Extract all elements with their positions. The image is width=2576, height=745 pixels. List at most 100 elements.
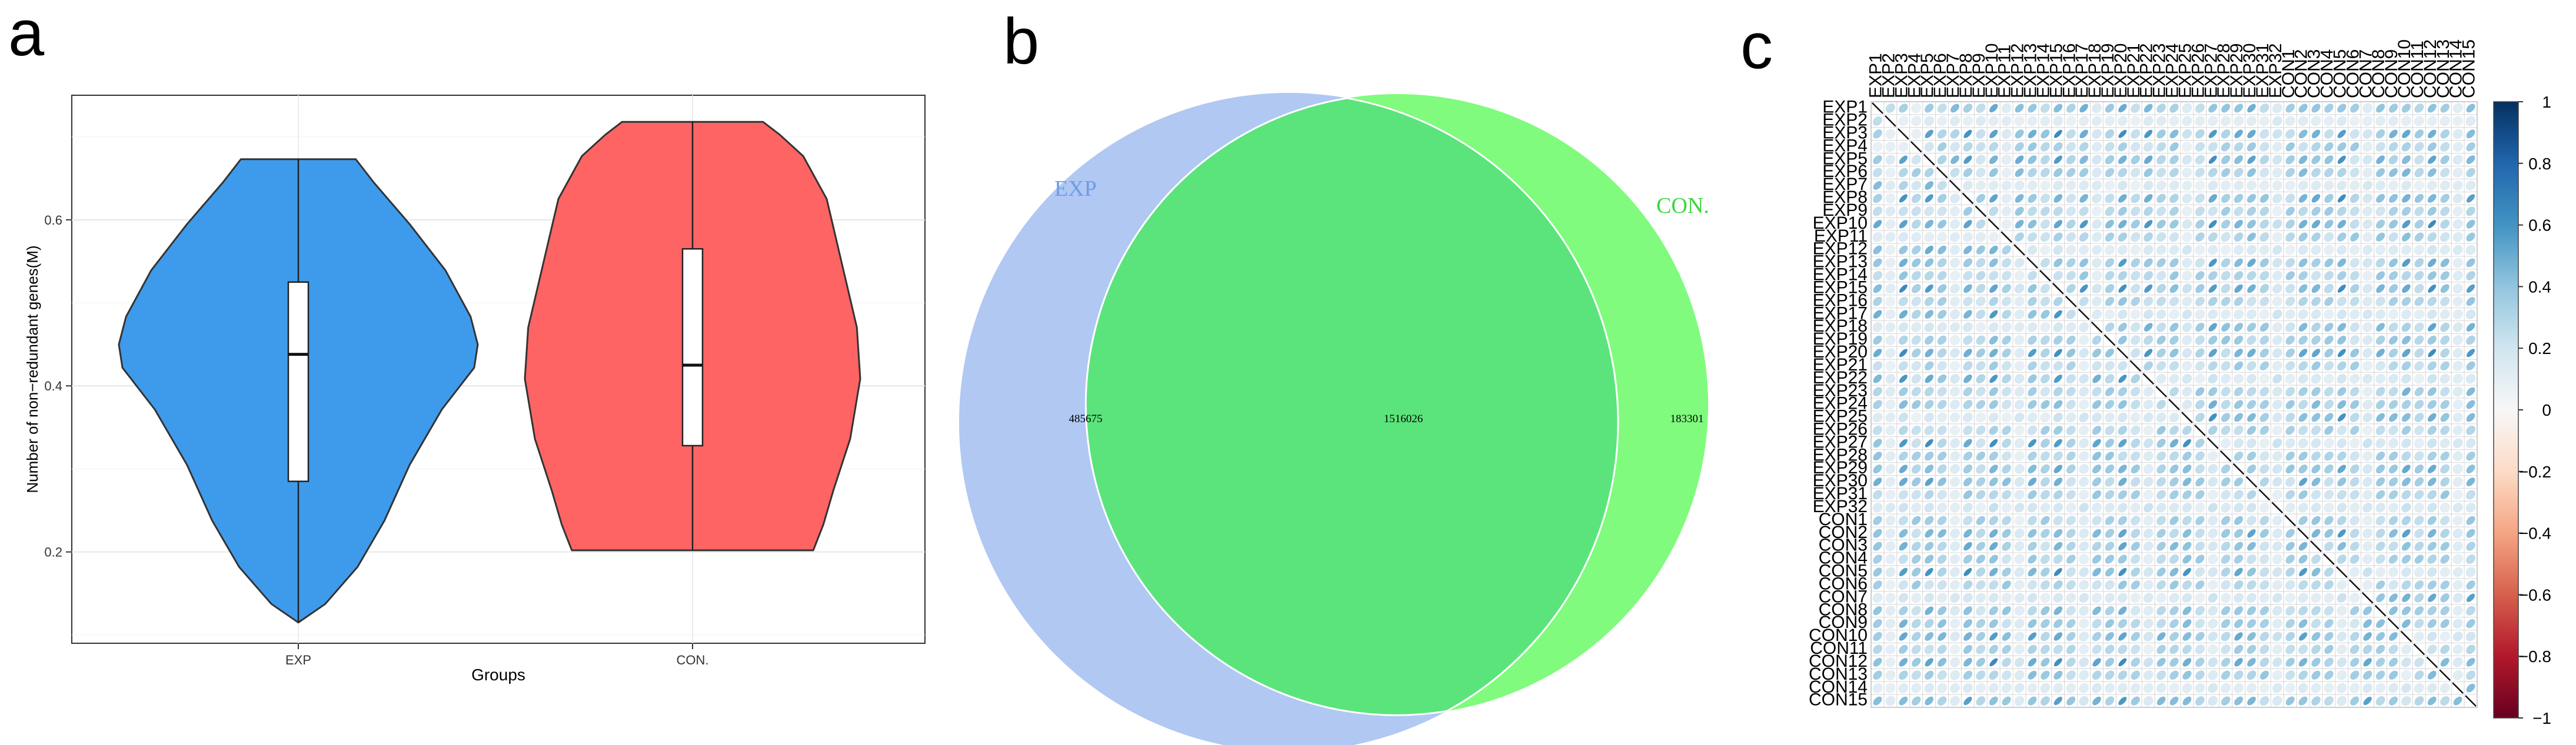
correlation-ellipse bbox=[1885, 193, 1896, 203]
correlation-ellipse bbox=[1872, 116, 1882, 126]
correlation-ellipse bbox=[2272, 103, 2282, 113]
correlation-ellipse bbox=[1925, 181, 1933, 190]
correlation-ellipse bbox=[2337, 206, 2347, 216]
correlation-ellipse bbox=[2362, 142, 2373, 152]
correlation-ellipse bbox=[2362, 181, 2373, 191]
correlation-ellipse bbox=[2272, 168, 2282, 178]
diagonal-mark bbox=[1975, 205, 1987, 218]
correlation-ellipse bbox=[2040, 116, 2051, 126]
correlation-ellipse bbox=[2221, 142, 2231, 152]
correlation-ellipse bbox=[2169, 219, 2179, 229]
correlation-ellipse bbox=[2376, 193, 2385, 203]
correlation-ellipse bbox=[2298, 142, 2308, 152]
correlation-ellipse bbox=[2092, 129, 2102, 139]
correlation-ellipse bbox=[2234, 142, 2244, 152]
correlation-ellipse bbox=[2349, 168, 2359, 178]
correlation-ellipse bbox=[2054, 232, 2063, 242]
correlation-ellipse bbox=[2118, 129, 2127, 138]
correlation-ellipse bbox=[2298, 129, 2308, 139]
correlation-ellipse bbox=[2092, 181, 2102, 191]
correlation-ellipse bbox=[2054, 194, 2063, 203]
correlation-ellipse bbox=[2195, 103, 2205, 113]
panel-label-b: b bbox=[1003, 5, 1040, 78]
y-tick-label: 0.6 bbox=[44, 213, 62, 228]
correlation-ellipse bbox=[1925, 129, 1933, 138]
correlation-ellipse bbox=[2349, 180, 2360, 191]
diagonal-mark bbox=[2001, 231, 2012, 243]
correlation-ellipse bbox=[2349, 193, 2359, 203]
correlation-ellipse bbox=[2247, 129, 2256, 138]
correlation-ellipse bbox=[2324, 168, 2334, 178]
correlation-ellipse bbox=[2311, 219, 2321, 229]
correlation-ellipse bbox=[2324, 232, 2334, 242]
correlation-ellipse bbox=[2143, 181, 2154, 191]
correlation-ellipse bbox=[2440, 142, 2450, 152]
correlation-ellipse bbox=[2066, 168, 2076, 178]
correlation-ellipse bbox=[2208, 116, 2218, 126]
correlation-ellipse bbox=[2221, 155, 2231, 165]
correlation-ellipse bbox=[2247, 232, 2256, 242]
correlation-ellipse bbox=[2414, 193, 2424, 203]
correlation-ellipse bbox=[2246, 116, 2257, 126]
correlation-ellipse bbox=[2247, 103, 2256, 113]
correlation-ellipse bbox=[2389, 168, 2398, 178]
diagonal-mark bbox=[1936, 166, 1948, 179]
correlation-ellipse bbox=[2272, 232, 2282, 242]
correlation-ellipse bbox=[2414, 232, 2424, 242]
correlation-ellipse bbox=[2118, 155, 2127, 164]
correlation-ellipse bbox=[2350, 103, 2359, 113]
correlation-ellipse bbox=[2349, 116, 2360, 126]
correlation-ellipse bbox=[1988, 116, 1999, 126]
correlation-ellipse bbox=[2092, 103, 2102, 113]
correlation-ellipse bbox=[2014, 116, 2025, 126]
correlation-ellipse bbox=[1911, 206, 1921, 216]
correlation-ellipse bbox=[1924, 168, 1934, 178]
correlation-ellipse bbox=[2041, 129, 2050, 139]
correlation-ellipse bbox=[2028, 168, 2037, 178]
correlation-ellipse bbox=[2452, 142, 2463, 152]
correlation-ellipse bbox=[2079, 220, 2088, 229]
correlation-ellipse bbox=[2092, 232, 2102, 242]
correlation-ellipse bbox=[2246, 142, 2257, 152]
correlation-ellipse bbox=[2259, 232, 2269, 242]
correlation-ellipse bbox=[2401, 181, 2411, 191]
correlation-ellipse bbox=[2298, 219, 2308, 229]
correlation-ellipse bbox=[2092, 219, 2102, 229]
correlation-ellipse bbox=[2285, 193, 2295, 203]
correlation-ellipse bbox=[2001, 219, 2012, 229]
correlation-ellipse bbox=[2452, 116, 2463, 126]
correlation-ellipse bbox=[2169, 155, 2179, 165]
correlation-ellipse bbox=[1898, 232, 1909, 242]
correlation-ellipse bbox=[1873, 193, 1882, 203]
correlation-ellipse bbox=[2388, 103, 2398, 113]
correlation-ellipse bbox=[2259, 193, 2269, 203]
correlation-ellipse bbox=[2259, 129, 2269, 139]
correlation-ellipse bbox=[1989, 194, 1998, 203]
correlation-ellipse bbox=[2079, 232, 2089, 242]
correlation-ellipse bbox=[1962, 232, 1973, 242]
correlation-ellipse bbox=[2311, 155, 2321, 165]
correlation-ellipse bbox=[2143, 116, 2154, 126]
correlation-ellipse bbox=[2182, 232, 2192, 242]
correlation-ellipse bbox=[2234, 116, 2244, 126]
correlation-ellipse bbox=[1963, 155, 1972, 164]
correlation-ellipse bbox=[2208, 181, 2218, 191]
correlation-ellipse bbox=[2440, 193, 2449, 203]
correlation-ellipse bbox=[2234, 219, 2243, 229]
correlation-ellipse bbox=[2001, 167, 2012, 178]
correlation-ellipse bbox=[2040, 142, 2050, 152]
diagonal-mark bbox=[1949, 179, 1961, 192]
correlation-ellipse bbox=[2452, 219, 2463, 229]
correlation-ellipse bbox=[2066, 116, 2076, 126]
correlation-ellipse bbox=[2027, 232, 2037, 242]
correlation-ellipse bbox=[1976, 219, 1986, 229]
correlation-ellipse bbox=[2324, 206, 2334, 216]
correlation-ellipse bbox=[2066, 180, 2076, 191]
x-tick-label: CON. bbox=[677, 653, 709, 667]
correlation-ellipse bbox=[2466, 219, 2475, 229]
correlation-ellipse bbox=[2234, 206, 2244, 216]
correlation-ellipse bbox=[2066, 206, 2076, 216]
correlation-ellipse bbox=[1988, 180, 1999, 191]
correlation-ellipse bbox=[2144, 206, 2154, 216]
correlation-ellipse bbox=[2169, 193, 2179, 203]
